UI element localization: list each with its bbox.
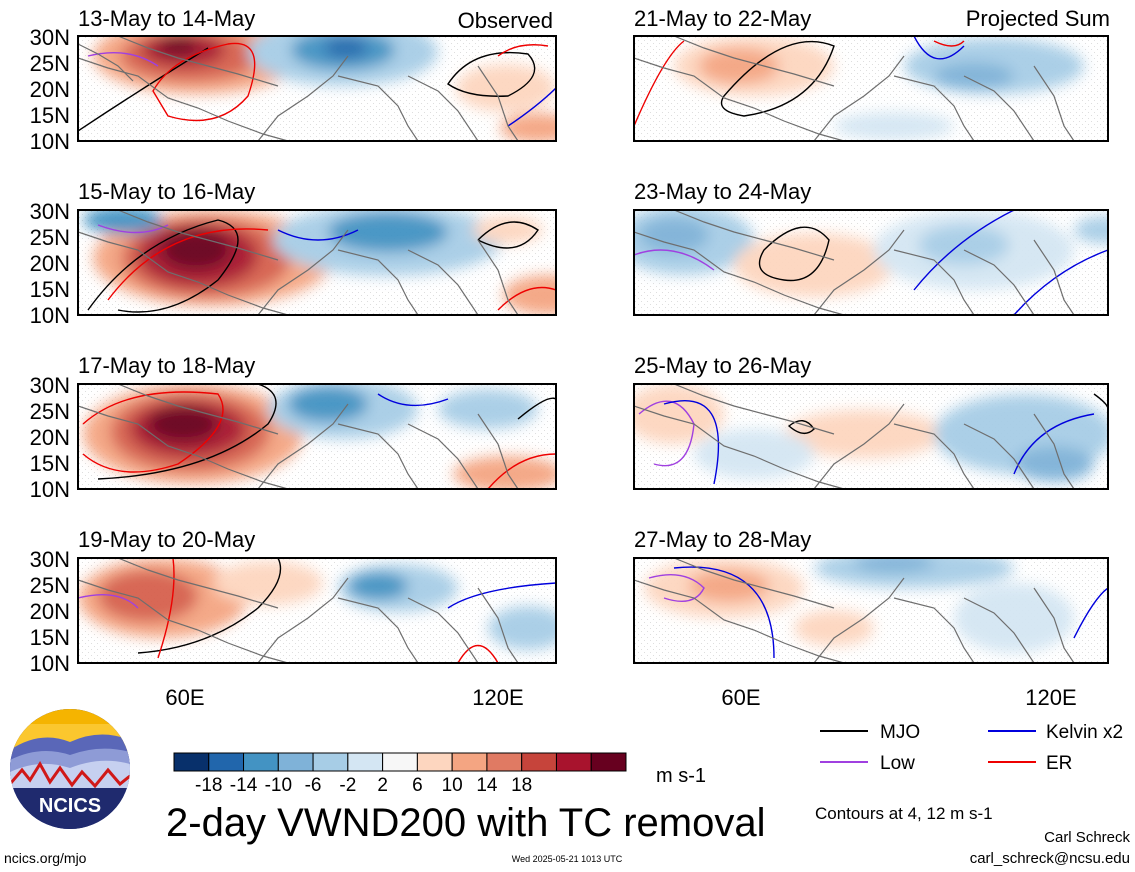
ncics-logo: NCICS — [10, 709, 130, 829]
colorbar-tick-label: -10 — [265, 775, 292, 796]
panel-status-tag: Observed — [458, 8, 553, 33]
legend-label-mjo: MJO — [880, 722, 920, 743]
lat-tick-label: 30N — [30, 373, 70, 398]
colorbar-swatch — [451, 752, 488, 772]
panel-23-may-to-24-may: 23-May to 24-May — [633, 179, 1109, 316]
lat-tick-label: 10N — [30, 303, 70, 328]
lat-tick-label: 30N — [30, 25, 70, 50]
colorbar-swatch — [486, 752, 523, 772]
lon-tick-label: 60E — [165, 685, 204, 710]
lon-tick-label: 120E — [1025, 685, 1076, 710]
lat-tick-label: 15N — [30, 451, 70, 476]
lat-tick-label: 10N — [30, 477, 70, 502]
contour-legend: MJO Kelvin x2 Low ER — [820, 722, 1123, 774]
lat-tick-label: 20N — [30, 599, 70, 624]
colorbar-swatch — [416, 752, 453, 772]
colorbar-swatch — [347, 752, 384, 772]
lat-tick-label: 25N — [30, 573, 70, 598]
panel-date-label: 13-May to 14-May — [78, 6, 255, 31]
colorbar-tick-label: 6 — [412, 775, 423, 796]
lat-tick-label: 25N — [30, 51, 70, 76]
figure-title: 2-day VWND200 with TC removal — [166, 801, 765, 845]
colorbar-tick-label: 2 — [377, 775, 388, 796]
lat-tick-label: 20N — [30, 77, 70, 102]
panel-date-label: 25-May to 26-May — [634, 353, 811, 378]
lat-tick-label: 25N — [30, 399, 70, 424]
colorbar-swatch — [208, 752, 245, 772]
lat-tick-label: 15N — [30, 103, 70, 128]
panel-date-label: 15-May to 16-May — [78, 179, 255, 204]
colorbar-tick-label: -6 — [305, 775, 322, 796]
contours-note: Contours at 4, 12 m s-1 — [815, 804, 993, 823]
lat-tick-label: 10N — [30, 129, 70, 154]
panel-date-label: 21-May to 22-May — [634, 6, 811, 31]
colorbar-swatch — [590, 752, 627, 772]
panel-19-may-to-20-may: 19-May to 20-May — [77, 527, 557, 664]
panel-15-may-to-16-may: 15-May to 16-May — [77, 179, 557, 316]
colorbar: -18 -14 -10 -6 -2 2 6 10 14 18 — [173, 752, 627, 796]
logo-wordmark: NCICS — [39, 795, 101, 817]
lat-tick-label: 25N — [30, 225, 70, 250]
lat-tick-label: 30N — [30, 547, 70, 572]
lon-tick-label: 60E — [721, 685, 760, 710]
colorbar-swatch — [312, 752, 349, 772]
panel-date-label: 19-May to 20-May — [78, 527, 255, 552]
lat-tick-label: 20N — [30, 425, 70, 450]
lat-tick-label: 20N — [30, 251, 70, 276]
colorbar-tick-label: -2 — [339, 775, 356, 796]
panel-date-label: 17-May to 18-May — [78, 353, 255, 378]
latitude-axis: 30N 25N 20N 15N 10N 30N 25N 20N 15N 10N … — [30, 25, 70, 676]
panel-17-may-to-18-may: 17-May to 18-May — [77, 353, 557, 490]
lat-tick-label: 15N — [30, 625, 70, 650]
lat-tick-label: 15N — [30, 277, 70, 302]
longitude-axis: 60E 120E 60E 120E — [165, 685, 1076, 710]
panel-date-label: 23-May to 24-May — [634, 179, 811, 204]
generated-timestamp: Wed 2025-05-21 1013 UTC — [512, 854, 623, 864]
author-email: carl_schreck@ncsu.edu — [970, 850, 1130, 867]
colorbar-tick-label: 10 — [442, 775, 463, 796]
lon-tick-label: 120E — [472, 685, 523, 710]
colorbar-swatch — [277, 752, 314, 772]
colorbar-tick-label: -14 — [230, 775, 258, 796]
site-url: ncics.org/mjo — [4, 850, 87, 866]
colorbar-swatch — [555, 752, 592, 772]
author-name: Carl Schreck — [1044, 829, 1130, 846]
colorbar-swatch — [173, 752, 210, 772]
legend-label-kelvin: Kelvin x2 — [1046, 722, 1123, 743]
colorbar-tick-label: 14 — [476, 775, 498, 796]
colorbar-tick-label: -18 — [195, 775, 222, 796]
lat-tick-label: 10N — [30, 651, 70, 676]
panel-status-tag: Projected Sum — [966, 6, 1110, 31]
colorbar-tick-label: 18 — [511, 775, 532, 796]
panel-13-may-to-14-may: 13-May to 14-May Observed — [77, 6, 557, 142]
lat-tick-label: 30N — [30, 199, 70, 224]
colorbar-swatch — [521, 752, 557, 772]
colorbar-swatch — [243, 752, 279, 772]
legend-label-low: Low — [880, 753, 915, 774]
colorbar-unit: m s-1 — [656, 765, 706, 787]
panel-25-may-to-26-may: 25-May to 26-May — [633, 353, 1109, 490]
panel-date-label: 27-May to 28-May — [634, 527, 811, 552]
panel-27-may-to-28-may: 27-May to 28-May — [633, 527, 1109, 664]
legend-label-er: ER — [1046, 753, 1072, 774]
colorbar-swatch — [382, 752, 418, 772]
panel-21-may-to-22-may: 21-May to 22-May Projected Sum — [633, 6, 1110, 142]
